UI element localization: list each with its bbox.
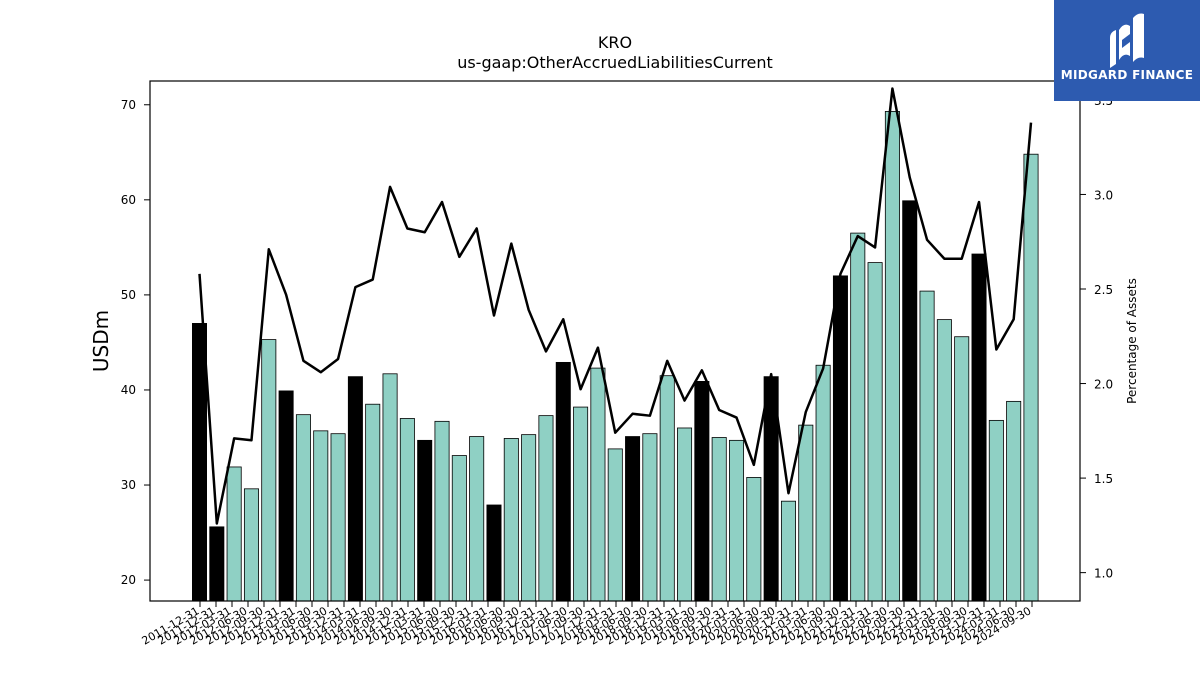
bar — [209, 526, 225, 602]
y2-axis-label: Percentage of Assets — [1125, 278, 1139, 404]
y2-tick-label: 2.0 — [1094, 378, 1113, 392]
bar — [815, 364, 831, 602]
bar — [607, 448, 623, 602]
bar — [954, 336, 970, 602]
bar — [850, 232, 866, 602]
bar — [798, 424, 814, 602]
bar — [503, 438, 519, 602]
bar — [261, 339, 277, 602]
y-axis-right: 1.01.52.02.53.03.5 — [1080, 94, 1113, 581]
bar — [330, 433, 346, 602]
bar — [902, 200, 918, 602]
bar — [417, 439, 433, 602]
bar — [832, 275, 848, 602]
bar — [573, 406, 589, 602]
y-axis-label: USDm — [89, 310, 113, 372]
y2-tick-label: 1.0 — [1094, 567, 1113, 581]
x-axis: 2011-12-312011-12-312012-03-312012-06-30… — [140, 601, 1034, 648]
chart-title: KRO — [598, 33, 632, 52]
y-tick-label: 50 — [121, 288, 136, 302]
bar — [988, 419, 1004, 602]
bar — [590, 367, 606, 602]
bar — [729, 439, 745, 602]
y-tick-label: 30 — [121, 478, 136, 492]
y2-tick-label: 3.0 — [1094, 188, 1113, 202]
bar — [677, 427, 693, 602]
bar — [243, 488, 259, 602]
midgard-logo-icon — [1110, 13, 1144, 68]
y-tick-label: 40 — [121, 383, 136, 397]
y2-tick-label: 2.5 — [1094, 283, 1113, 297]
y-tick-label: 70 — [121, 98, 136, 112]
bar — [365, 403, 381, 602]
brand-name: MIDGARD FINANCE — [1060, 68, 1194, 82]
bar — [919, 290, 935, 602]
bar — [278, 390, 294, 602]
bar — [486, 504, 502, 602]
bar — [191, 323, 207, 602]
plot-frame — [149, 80, 1081, 602]
bar — [538, 415, 554, 602]
bar — [746, 477, 762, 602]
bar — [451, 455, 467, 602]
bar — [971, 253, 987, 602]
bar — [936, 319, 952, 602]
bar — [521, 434, 537, 602]
bar — [625, 436, 641, 602]
y-axis-left: 20 30 40 50 60 70 — [121, 98, 150, 587]
bar — [867, 262, 883, 602]
bar — [399, 418, 415, 602]
bar — [555, 361, 571, 602]
brand-logo: MIDGARD FINANCE — [1054, 0, 1200, 101]
bar — [295, 414, 311, 602]
bar — [313, 430, 329, 602]
bar — [382, 373, 398, 602]
percentage-of-assets-line — [198, 87, 1033, 525]
bar — [642, 433, 658, 602]
bar — [1023, 153, 1039, 602]
bar — [884, 111, 900, 602]
y-tick-label: 20 — [121, 573, 136, 587]
bar — [434, 420, 450, 602]
bar — [694, 380, 710, 602]
bar — [1006, 400, 1022, 602]
bar — [659, 375, 675, 602]
y-tick-label: 60 — [121, 193, 136, 207]
bar — [347, 376, 363, 602]
bar — [711, 437, 727, 602]
bar — [469, 436, 485, 602]
chart-subtitle: us-gaap:OtherAccruedLiabilitiesCurrent — [457, 53, 773, 72]
bar — [226, 466, 242, 602]
bar — [780, 500, 796, 602]
y2-tick-label: 1.5 — [1094, 472, 1113, 486]
